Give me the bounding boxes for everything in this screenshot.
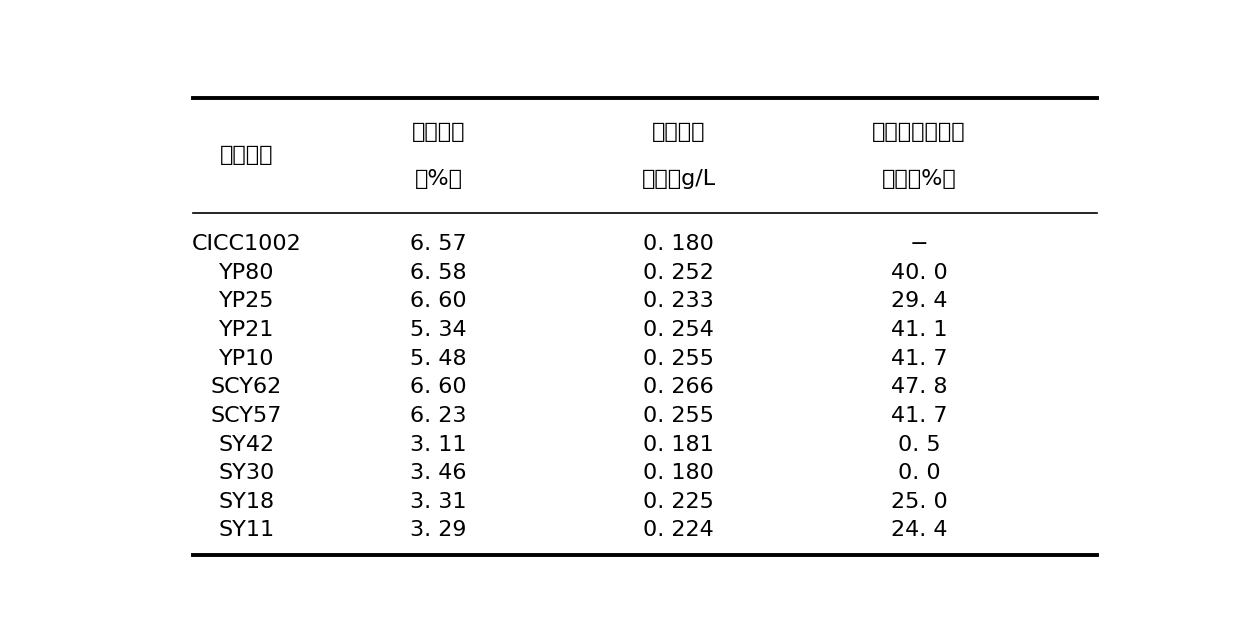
Text: SY30: SY30	[218, 463, 274, 483]
Text: 5. 34: 5. 34	[410, 320, 466, 340]
Text: 0. 266: 0. 266	[644, 377, 714, 398]
Text: 0. 180: 0. 180	[644, 234, 714, 254]
Text: （%）: （%）	[414, 169, 463, 189]
Text: YP21: YP21	[218, 320, 274, 340]
Text: CICC1002: CICC1002	[191, 234, 301, 254]
Text: 41. 7: 41. 7	[890, 406, 947, 426]
Text: 3. 31: 3. 31	[410, 492, 466, 512]
Text: 3. 46: 3. 46	[410, 463, 466, 483]
Text: 6. 58: 6. 58	[410, 263, 466, 283]
Text: 24. 4: 24. 4	[890, 521, 947, 540]
Text: 0. 255: 0. 255	[644, 349, 714, 368]
Text: 0. 252: 0. 252	[644, 263, 714, 283]
Text: −: −	[910, 234, 929, 254]
Text: YP80: YP80	[218, 263, 274, 283]
Text: SY11: SY11	[218, 521, 274, 540]
Text: 0. 254: 0. 254	[644, 320, 714, 340]
Text: SY18: SY18	[218, 492, 274, 512]
Text: YP10: YP10	[218, 349, 274, 368]
Text: 3. 11: 3. 11	[410, 434, 466, 455]
Text: 总酸比标准菌株: 总酸比标准菌株	[872, 122, 966, 142]
Text: 6. 57: 6. 57	[410, 234, 466, 254]
Text: 47. 8: 47. 8	[890, 377, 947, 398]
Text: 0. 5: 0. 5	[898, 434, 940, 455]
Text: 6. 60: 6. 60	[410, 292, 466, 311]
Text: 0. 224: 0. 224	[644, 521, 714, 540]
Text: 6. 60: 6. 60	[410, 377, 466, 398]
Text: 6. 23: 6. 23	[410, 406, 466, 426]
Text: 馏样）g/L: 馏样）g/L	[641, 169, 715, 189]
Text: 0. 180: 0. 180	[644, 463, 714, 483]
Text: 41. 1: 41. 1	[890, 320, 947, 340]
Text: 0. 233: 0. 233	[644, 292, 714, 311]
Text: 乙醇浓度: 乙醇浓度	[412, 122, 465, 142]
Text: SCY62: SCY62	[211, 377, 281, 398]
Text: 0. 181: 0. 181	[644, 434, 714, 455]
Text: 0. 255: 0. 255	[644, 406, 714, 426]
Text: SCY57: SCY57	[211, 406, 281, 426]
Text: 5. 48: 5. 48	[410, 349, 466, 368]
Text: 41. 7: 41. 7	[890, 349, 947, 368]
Text: 菌株编号: 菌株编号	[219, 145, 273, 165]
Text: 25. 0: 25. 0	[890, 492, 947, 512]
Text: 3. 29: 3. 29	[410, 521, 466, 540]
Text: 0. 225: 0. 225	[644, 492, 714, 512]
Text: SY42: SY42	[218, 434, 274, 455]
Text: 29. 4: 29. 4	[890, 292, 947, 311]
Text: 0. 0: 0. 0	[898, 463, 940, 483]
Text: 40. 0: 40. 0	[890, 263, 947, 283]
Text: 提高（%）: 提高（%）	[882, 169, 956, 189]
Text: YP25: YP25	[218, 292, 274, 311]
Text: 总酸（蒸: 总酸（蒸	[652, 122, 706, 142]
